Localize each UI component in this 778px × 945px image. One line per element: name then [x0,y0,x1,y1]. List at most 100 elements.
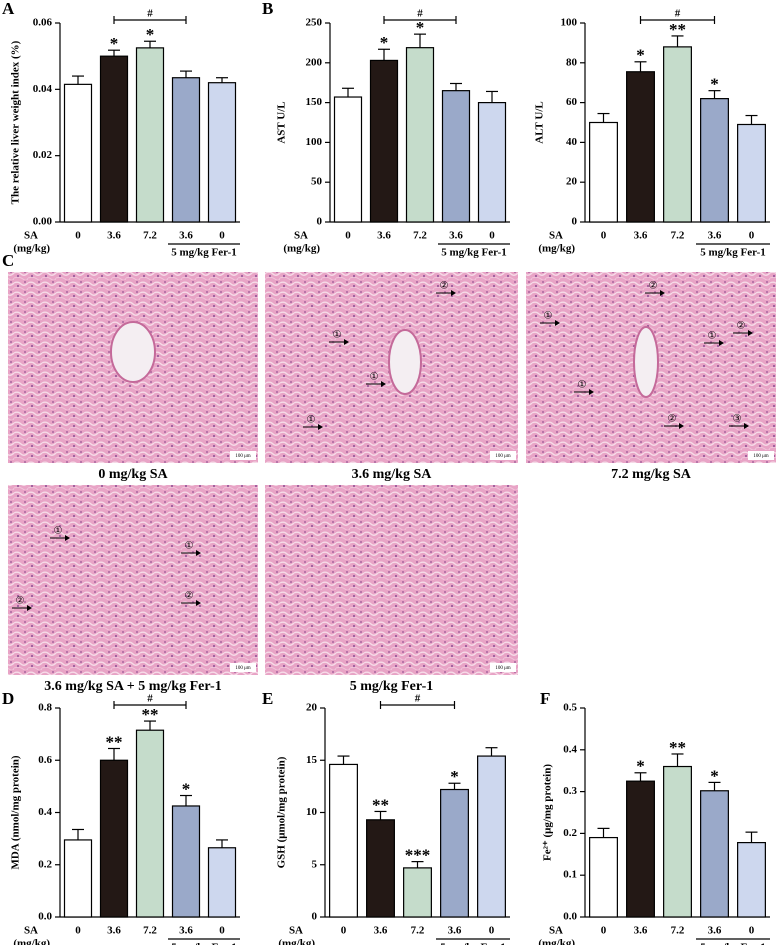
vessel [388,329,422,395]
x-tick-label: 0 [219,925,225,937]
bar [207,847,237,918]
group-label: 5 mg/kg Fer-1 [171,247,237,259]
x-tick-label: 7.2 [671,925,685,937]
significance-mark: * [710,766,719,785]
caption: 5 mg/kg Fer-1 [350,679,433,694]
x-tick-label: 3.6 [179,230,193,242]
bar [405,47,435,223]
bar [663,765,692,918]
bar [369,59,399,223]
bar [477,101,507,223]
bar [477,755,506,918]
x-tick-label: 3.6 [449,230,463,242]
significance-mark: ** [669,738,686,757]
arrow-head [679,423,684,429]
marker-label: ① [54,525,63,536]
arrow-head [381,381,386,387]
x-tick-label: 0 [601,925,607,937]
significance-mark: * [710,75,719,94]
bracket-label: # [147,693,153,705]
x-tick-label: 0 [749,925,755,937]
y-tick-label: 0.04 [33,83,53,95]
bar [366,819,395,918]
x-tick-label: 0 [345,230,351,242]
marker-label: ① [333,329,342,340]
caption: 3.6 mg/kg SA + 5 mg/kg Fer-1 [44,679,221,694]
x-tick-label: 0 [601,230,607,242]
bar [403,867,432,918]
x-axis-unit: (mg/kg) [13,243,50,255]
caption: 0 mg/kg SA [98,467,168,482]
y-axis-label: ALT U/L [534,101,546,144]
scale-bar-label: 100 μm [235,454,250,459]
x-axis-unit: (mg/kg) [13,938,50,945]
group-label: 5 mg/kg Fer-1 [440,942,506,945]
bar [663,46,692,223]
arrow-head [451,290,456,296]
x-tick-label: 0 [489,925,495,937]
bar [700,98,729,223]
x-axis-unit: (mg/kg) [538,243,575,255]
y-tick-label: 100 [561,17,578,29]
y-tick-label: 40 [566,136,578,148]
bar [99,55,129,223]
y-tick-label: 0 [317,216,323,228]
bracket-label: # [417,8,423,20]
scale-bar-box [230,451,256,460]
arrow-head [27,605,32,611]
bracket-label: # [675,8,681,20]
bar [589,121,618,223]
y-tick-label: 100 [306,136,323,148]
scale-bar-label: 100 μm [495,454,510,459]
arrow-head [589,389,594,395]
x-tick-label: 3.6 [634,925,648,937]
arrow-head [719,340,724,346]
bar [700,790,729,918]
bar [333,96,363,223]
bar [440,788,469,918]
x-axis-unit: (mg/kg) [538,938,575,945]
bar [329,763,358,918]
bar [135,47,165,223]
y-tick-label: 0.06 [33,17,53,29]
x-tick-label: 3.6 [107,925,121,937]
marker-label: ② [737,320,746,331]
scale-bar-box [230,663,256,672]
panel-letter: D [2,689,14,708]
significance-mark: * [450,767,459,786]
x-tick-label: 0 [489,230,495,242]
scale-bar-box [490,663,516,672]
scale-bar-label: 100 μm [495,666,510,671]
x-tick-label: 3.6 [377,230,391,242]
group-label: 5 mg/kg Fer-1 [700,247,766,259]
x-tick-label: 7.2 [671,230,685,242]
significance-mark: *** [405,846,431,865]
y-tick-label: 0.4 [38,806,52,818]
y-tick-label: 0.0 [38,911,52,923]
marker-label: ③ [733,413,742,424]
y-axis-label: AST U/L [276,101,288,143]
y-axis-label: MDA (nmol/mg protein) [10,755,22,869]
y-tick-label: 10 [306,806,318,818]
histology-image [265,485,518,675]
vessel [110,321,156,383]
bar [135,729,165,918]
vessel [633,326,659,398]
significance-mark: ** [372,795,389,814]
x-tick-label: 3.6 [107,230,121,242]
y-tick-label: 0.5 [563,702,577,714]
significance-mark: ** [106,732,123,751]
y-axis-label: GSH (μmol/mg protein) [276,756,288,868]
x-tick-label: 0 [341,925,347,937]
marker-label: ① [578,379,587,390]
x-axis-label: SA [549,925,563,937]
y-tick-label: 0.1 [563,869,577,881]
bar [99,759,129,918]
bar [63,839,93,918]
x-axis-label: SA [549,230,563,242]
y-tick-label: 0.2 [563,827,577,839]
x-axis-unit: (mg/kg) [278,938,315,945]
y-tick-label: 150 [306,96,323,108]
x-tick-label: 3.6 [708,925,722,937]
